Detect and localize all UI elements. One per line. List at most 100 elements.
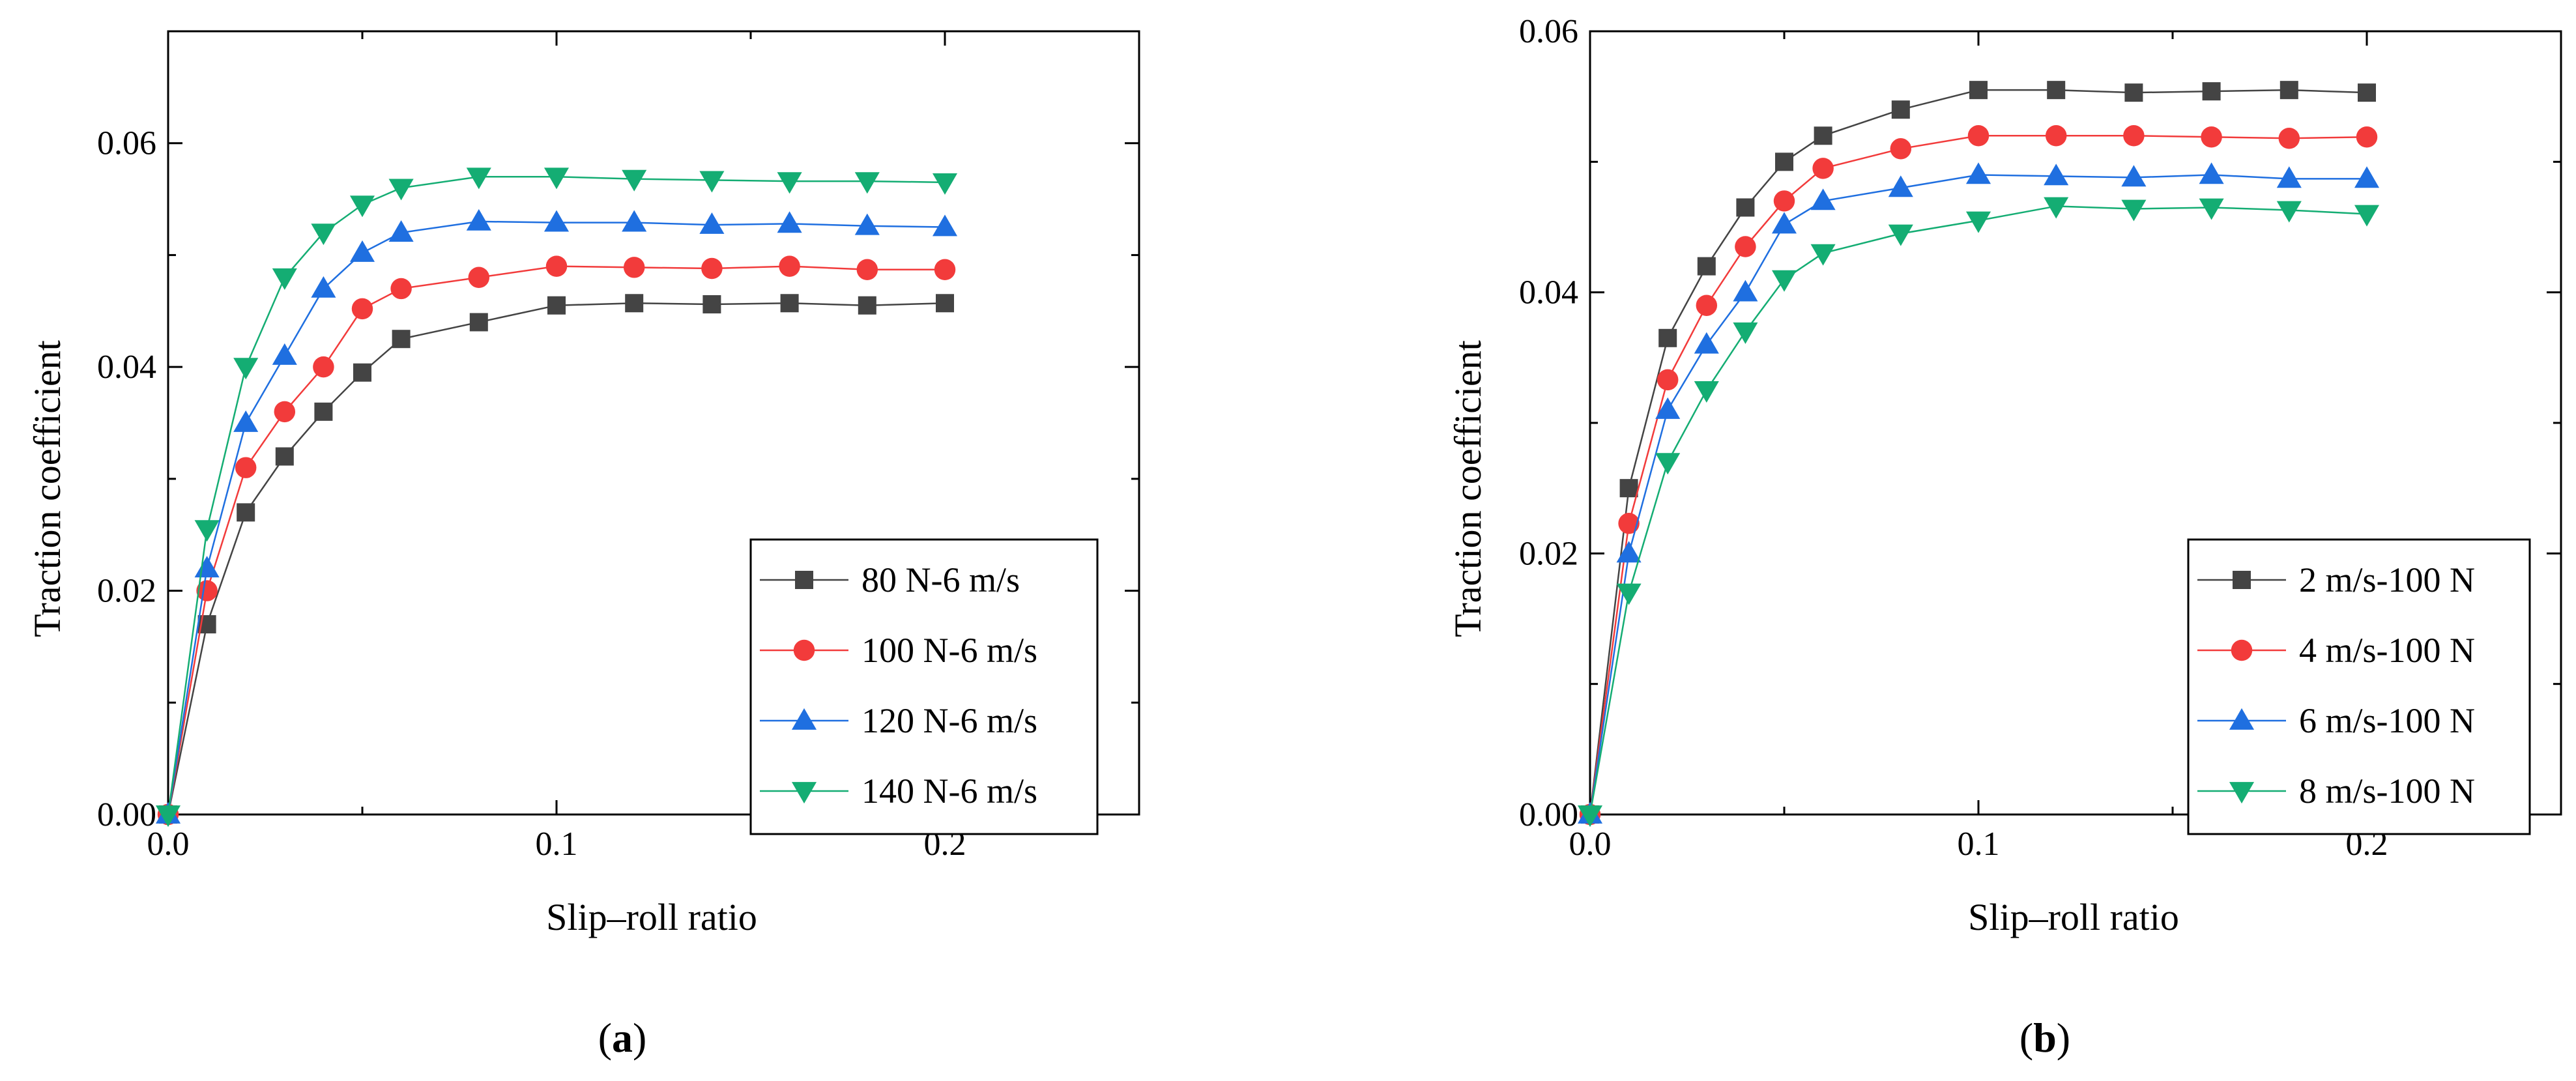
panel-a-data-point (275, 447, 294, 466)
panel-a-data-point (543, 167, 570, 190)
panel-a-data-point (468, 267, 490, 289)
panel-b-data-point (1655, 397, 1681, 419)
panel-a-data-point (194, 520, 220, 542)
panel-b-data-point (1812, 158, 1834, 179)
panel-a-data-point (932, 214, 958, 237)
panel-b-data-point (1814, 126, 1832, 145)
panel-a-caption-letter: a (612, 1015, 633, 1061)
panel-a-series-line (167, 302, 946, 815)
panel-a-data-point (274, 401, 296, 423)
panel-a-data-point (388, 220, 414, 242)
panel-a-data-point (779, 255, 800, 277)
panel-b-data-point (1771, 270, 1797, 292)
panel-b-series-line (1589, 89, 2367, 815)
panel-b-data-point (2276, 166, 2302, 188)
panel-b-data-point (2199, 198, 2224, 220)
panel-b-data-point (2199, 162, 2224, 184)
panel-a-legend-item: 140 N-6 m/s (760, 771, 1037, 811)
panel-a-data-point (194, 556, 220, 578)
panel-a-data-point (545, 255, 568, 277)
panel-b-y-tick-label: 0.02 (1519, 535, 1578, 572)
panel-b-data-point (1967, 125, 1990, 147)
panel-a-data-point (543, 210, 570, 232)
panel-b-legend-marker (2229, 708, 2255, 730)
panel-b-data-point (1619, 479, 1638, 498)
panel-a-data-point (351, 298, 373, 320)
panel-a-data-point (936, 294, 954, 313)
panel-b-data-point (1969, 81, 1988, 100)
panel-b-data-point (1771, 212, 1797, 234)
panel-a-data-point (625, 294, 644, 313)
panel-a-data-point (856, 259, 878, 280)
panel-a-data-point (390, 278, 412, 300)
panel-a-legend-marker (793, 639, 815, 661)
panel-a-data-point (854, 213, 880, 235)
panel-a-data-point (314, 402, 333, 421)
panel-b-legend-item: 2 m/s-100 N (2197, 560, 2475, 599)
panel-b-data-point (2278, 128, 2300, 149)
panel-b-series-2 (1577, 162, 2380, 824)
panel-b-x-tick-label: 0.1 (1958, 826, 2000, 863)
panel-a-data-point (466, 167, 491, 190)
panel-a-data-point (701, 257, 723, 280)
panel-a-data-point (233, 410, 259, 432)
panel-b-data-point (1735, 236, 1756, 257)
panel-b-data-point (1773, 190, 1795, 212)
panel-b-y-axis-title: Traction coefficient (1447, 340, 1489, 637)
panel-b-legend-marker (2233, 571, 2251, 589)
panel-a-x-tick-label: 0.0 (147, 826, 190, 863)
panel-a-data-point (622, 210, 647, 232)
panel-a-data-point (311, 276, 336, 298)
panel-b-data-point (1775, 152, 1793, 171)
panel-a-data-point (854, 172, 880, 194)
panel-a-data-point (353, 363, 371, 382)
panel-b-data-point (1658, 328, 1677, 347)
panel-b-data-point (2358, 83, 2376, 102)
panel-b-data-point (1618, 513, 1640, 534)
panel-b-data-point (1694, 381, 1719, 403)
panel-b-legend-item: 4 m/s-100 N (2197, 631, 2475, 670)
panel-b-legend-marker (2229, 782, 2255, 804)
panel-a-data-point (777, 211, 802, 233)
panel-a-legend-marker (791, 782, 817, 804)
panel-b-series-line (1589, 135, 2367, 815)
panel-a-series-line (167, 265, 945, 815)
panel-b-x-axis-title: Slip–roll ratio (1968, 896, 2179, 938)
panel-a-data-point (623, 257, 645, 278)
panel-a-data-point (466, 209, 491, 231)
panel-b-caption-letter: b (2033, 1015, 2057, 1061)
panel-b-data-point (1616, 583, 1642, 605)
panel-b-data-point (1655, 453, 1681, 475)
panel-b-data-point (1733, 280, 1758, 302)
panel-b-data-point (2354, 205, 2380, 227)
panel-a-legend-label: 80 N-6 m/s (861, 560, 1020, 599)
panel-a-y-tick-label: 0.06 (97, 125, 156, 162)
panel-a-chart: Traction coefficient Slip–roll ratio (a)… (26, 30, 1140, 1061)
panel-a-legend-marker (795, 571, 813, 589)
panel-b-legend-label: 2 m/s-100 N (2299, 560, 2475, 599)
panel-b-y-tick-label: 0.00 (1519, 796, 1578, 833)
panel-b-y-tick-label: 0.04 (1519, 274, 1578, 311)
panel-b-data-point (2121, 165, 2147, 187)
panel-b-x-tick-label: 0.0 (1569, 826, 1612, 863)
panel-b-data-point (2045, 125, 2067, 147)
panel-a-plot-frame (167, 30, 1140, 816)
panel-b-data-point (1577, 805, 1603, 828)
panel-a-legend-label: 120 N-6 m/s (861, 701, 1037, 740)
panel-b-legend-item: 6 m/s-100 N (2197, 701, 2475, 740)
panel-a-data-point (196, 580, 218, 601)
panel-a-data-point (622, 169, 647, 192)
panel-b-data-point (1810, 188, 1836, 210)
panel-b-data-point (2276, 201, 2302, 223)
panel-b-data-point (1891, 100, 1910, 119)
panel-b-data-point (2201, 126, 2222, 148)
panel-a-data-point (777, 172, 802, 194)
panel-b-data-point (1810, 244, 1836, 266)
panel-a-legend-label: 100 N-6 m/s (861, 631, 1037, 670)
panel-a-y-axis-title: Traction coefficient (26, 340, 68, 637)
panel-a-data-point (932, 173, 958, 195)
panel-a-legend: 80 N-6 m/s 100 N-6 m/s 120 N-6 m/s 140 N-6 … (749, 538, 1099, 835)
panel-a-data-point (349, 240, 375, 262)
panel-b-data-point (1657, 369, 1679, 391)
panel-a-legend-item: 80 N-6 m/s (760, 560, 1020, 599)
